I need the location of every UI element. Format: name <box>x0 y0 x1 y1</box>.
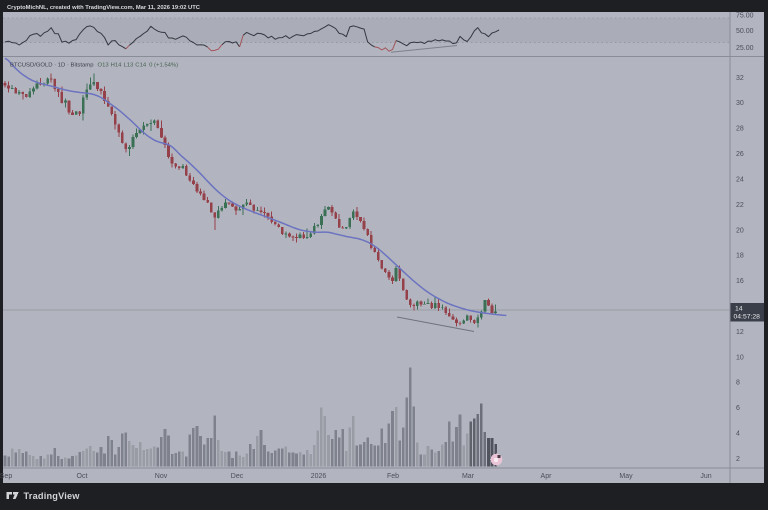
svg-text:18: 18 <box>736 253 744 260</box>
svg-text:CryptoMichNL, created with Tra: CryptoMichNL, created with TradingView.c… <box>7 5 201 11</box>
svg-text:32: 32 <box>736 75 744 82</box>
svg-text:Sep: Sep <box>0 473 12 480</box>
svg-text:12: 12 <box>736 329 744 336</box>
svg-text:8: 8 <box>736 380 740 387</box>
svg-text:Oct: Oct <box>77 473 88 480</box>
svg-text:6: 6 <box>736 405 740 412</box>
svg-text:TradingView: TradingView <box>24 491 81 501</box>
svg-text:75.00: 75.00 <box>736 13 754 20</box>
svg-text:2026: 2026 <box>311 473 327 480</box>
svg-text:10: 10 <box>736 354 744 361</box>
svg-text:24: 24 <box>736 177 744 184</box>
svg-text:Apr: Apr <box>541 473 553 480</box>
svg-text:25.00: 25.00 <box>736 45 754 52</box>
svg-text:Jun: Jun <box>700 473 711 480</box>
svg-text:26: 26 <box>736 151 744 158</box>
svg-text:Nov: Nov <box>155 473 168 480</box>
svg-text:4: 4 <box>736 431 740 438</box>
svg-text:16: 16 <box>736 278 744 285</box>
svg-text:30: 30 <box>736 100 744 107</box>
svg-text:14: 14 <box>735 306 743 313</box>
svg-text:Feb: Feb <box>387 473 399 480</box>
svg-text:22: 22 <box>736 202 744 209</box>
svg-text:Mar: Mar <box>462 473 475 480</box>
svg-text:04:57:28: 04:57:28 <box>734 314 761 321</box>
svg-text:Dec: Dec <box>231 473 244 480</box>
svg-text:2: 2 <box>736 456 740 463</box>
svg-text:50.00: 50.00 <box>736 28 754 35</box>
svg-text:28: 28 <box>736 126 744 133</box>
svg-text:May: May <box>619 473 633 480</box>
svg-text:20: 20 <box>736 227 744 234</box>
